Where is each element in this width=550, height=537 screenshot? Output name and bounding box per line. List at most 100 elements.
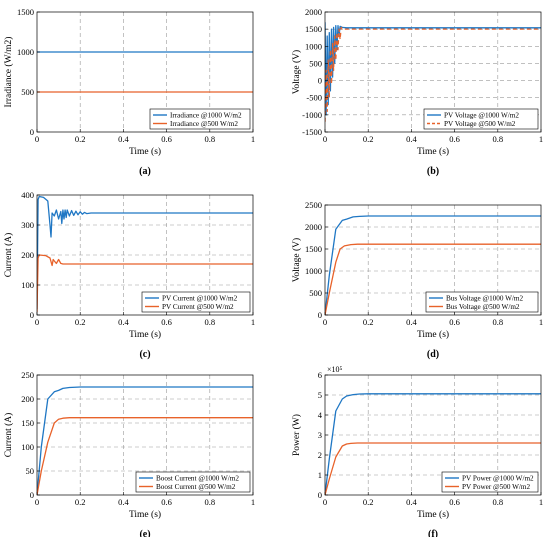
y-tick-label: 250 — [21, 370, 34, 380]
panel-caption: (d) — [427, 349, 439, 360]
x-tick-label: 0.4 — [118, 134, 129, 144]
chart-panel: 0 0.2 0.4 0.6 0.8 1 0 50 100 150 200 250 Time (s) Cur… — [3, 370, 255, 537]
x-tick-label: 0 — [323, 497, 327, 507]
plot-frame — [324, 204, 542, 316]
y-tick-label: 150 — [21, 418, 34, 428]
y-tick-label: 4 — [318, 410, 323, 420]
x-tick-label: 0.2 — [363, 317, 374, 327]
x-tick-label: 0.4 — [118, 497, 129, 507]
legend-label: Boost Current @500 W/m2 — [156, 483, 236, 491]
panel-caption: (e) — [139, 529, 150, 537]
y-tick-label: 0 — [318, 310, 322, 320]
x-tick-label: 0.2 — [75, 317, 86, 327]
legend-box — [423, 108, 539, 130]
x-tick-label: 0.8 — [204, 317, 215, 327]
x-tick-label: 0.8 — [204, 497, 215, 507]
chart-panel: 0 0.2 0.4 0.6 0.8 1 0 500 1000 1500 2000 2500 Time (… — [291, 200, 543, 360]
panel-caption: (b) — [427, 166, 439, 177]
x-tick-label: 1 — [251, 317, 255, 327]
x-tick-label: 0.2 — [363, 134, 374, 144]
y-tick-label: 1000 — [305, 41, 322, 51]
x-axis-label: Time (s) — [417, 146, 449, 157]
x-tick-label: 1 — [539, 497, 543, 507]
y-tick-label: 300 — [21, 220, 34, 230]
y-tick-label: 500 — [309, 58, 322, 68]
y-tick-label: 1500 — [17, 7, 34, 17]
y-tick-label: 2 — [318, 450, 322, 460]
x-tick-label: 0.4 — [406, 497, 417, 507]
x-tick-label: 0 — [323, 317, 327, 327]
x-tick-label: 0.4 — [118, 317, 129, 327]
legend-label: Irradiance @500 W/m2 — [170, 120, 238, 128]
series-line — [325, 215, 541, 315]
chart-panel: 0 0.2 0.4 0.6 0.8 1 0 1 2 3 4 5 6 ×10⁵ Time (s) Power (… — [291, 365, 543, 537]
y-tick-label: 200 — [21, 250, 34, 260]
y-tick-label: 500 — [309, 288, 322, 298]
x-axis-label: Time (s) — [417, 329, 449, 340]
y-axis-label: Voltage (V) — [291, 238, 302, 282]
plot-frame — [36, 11, 254, 133]
y-axis-label: Current (A) — [3, 413, 14, 458]
y-tick-label: 2500 — [305, 200, 322, 210]
chart-panel: 0 0.2 0.4 0.6 0.8 1 0 100 200 300 400 Time (s) Curre… — [3, 190, 255, 360]
legend-box — [441, 471, 539, 493]
x-tick-label: 0.6 — [161, 497, 172, 507]
x-tick-label: 0.6 — [449, 497, 460, 507]
y-tick-label: -1000 — [302, 110, 322, 120]
y-tick-label: 5 — [318, 390, 322, 400]
x-tick-label: 1 — [539, 317, 543, 327]
y-tick-label: 200 — [21, 394, 34, 404]
y-tick-label: -500 — [306, 93, 322, 103]
x-tick-label: 0.8 — [492, 317, 503, 327]
panel-caption: (c) — [139, 349, 150, 360]
series-line — [325, 26, 541, 122]
x-tick-label: 1 — [539, 134, 543, 144]
y-tick-label: 1000 — [17, 47, 34, 57]
x-tick-label: 0.8 — [492, 497, 503, 507]
y-tick-label: 0 — [318, 76, 322, 86]
y-tick-label: 0 — [30, 310, 34, 320]
plot-frame — [36, 374, 254, 496]
legend-label: Bus Voltage @1000 W/m2 — [446, 295, 524, 303]
y-tick-label: 1 — [318, 470, 322, 480]
series-line — [325, 22, 541, 116]
series-line — [37, 386, 253, 495]
chart-panel: 0 0.2 0.4 0.6 0.8 1 0 500 1000 1500 Time (s) Irradi… — [3, 7, 255, 177]
panel-caption: (a) — [139, 166, 151, 177]
legend-label: Bus Voltage @500 W/m2 — [446, 303, 520, 311]
y-tick-label: 1500 — [305, 244, 322, 254]
y-tick-label: 0 — [30, 127, 34, 137]
x-tick-label: 0.6 — [449, 317, 460, 327]
x-tick-label: 1 — [251, 497, 255, 507]
chart-panel: 0 0.2 0.4 0.6 0.8 1 -1500 -1000 -500 0 500 1000 1500… — [291, 7, 543, 177]
y-tick-label: 2000 — [305, 222, 322, 232]
y-tick-label: 50 — [26, 466, 35, 476]
x-tick-label: 0.6 — [449, 134, 460, 144]
x-tick-label: 0.8 — [492, 134, 503, 144]
x-tick-label: 0.2 — [363, 497, 374, 507]
x-tick-label: 1 — [251, 134, 255, 144]
y-tick-label: 400 — [21, 190, 34, 200]
legend-label: PV Current @1000 W/m2 — [162, 295, 238, 303]
x-tick-label: 0.4 — [406, 317, 417, 327]
y-tick-label: 100 — [21, 280, 34, 290]
y-axis-label: Voltage (V) — [291, 50, 302, 94]
y-axis-label: Irradiance (W/m2) — [3, 37, 14, 108]
x-tick-label: 0.6 — [161, 317, 172, 327]
y-tick-label: -1500 — [302, 127, 322, 137]
series-line — [325, 442, 541, 495]
x-tick-label: 0 — [35, 134, 39, 144]
x-tick-label: 0.2 — [75, 134, 86, 144]
x-tick-label: 0.2 — [75, 497, 86, 507]
series-line — [325, 393, 541, 495]
series-line — [37, 195, 253, 310]
legend-label: Irradiance @1000 W/m2 — [170, 112, 242, 120]
y-tick-label: 6 — [318, 370, 322, 380]
legend-box — [141, 291, 251, 313]
